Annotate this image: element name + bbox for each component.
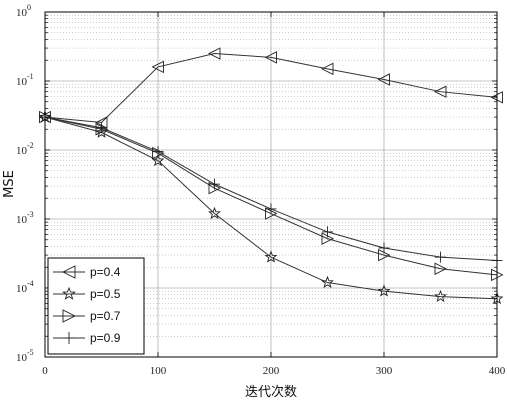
y-tick-exponent: -1 [27, 72, 34, 81]
y-tick-exponent: -3 [27, 210, 34, 219]
data-point-triangle-left [264, 51, 277, 64]
data-point-plus [152, 146, 164, 158]
series-line [44, 116, 498, 300]
y-tick-base: 10 [16, 145, 28, 157]
data-point-plus [435, 251, 446, 263]
data-point-triangle-right [62, 309, 77, 323]
y-tick-exponent: -2 [27, 141, 34, 150]
legend-label: p=0.5 [90, 287, 121, 301]
x-tick-label: 0 [42, 365, 48, 377]
series-p=0.9 [39, 111, 503, 267]
y-tick-base: 10 [16, 283, 28, 295]
data-point-triangle-right [434, 262, 448, 275]
y-tick-base: 10 [16, 352, 28, 364]
legend-label: p=0.9 [90, 331, 121, 345]
legend-item: p=0.9 [53, 331, 121, 345]
data-point-plus [265, 203, 277, 215]
y-tick-label: 10 -4 [16, 279, 34, 295]
x-tick-label: 200 [263, 365, 280, 377]
data-point-plus [378, 242, 390, 254]
y-tick-exponent: 0 [27, 3, 31, 12]
x-tick-label: 400 [489, 365, 506, 377]
legend-item: p=0.5 [53, 286, 121, 301]
data-point-star [208, 206, 221, 220]
data-point-plus [209, 178, 220, 190]
data-point-star [151, 153, 165, 167]
y-tick-base: 10 [16, 7, 28, 19]
y-tick-label: 10 -1 [16, 72, 34, 88]
data-point-triangle-left [433, 85, 447, 98]
data-point-triangle-left [61, 265, 76, 279]
data-point-triangle-left [320, 62, 334, 76]
y-tick-base: 10 [16, 214, 28, 226]
data-point-triangle-left [207, 47, 221, 60]
x-tick-label: 100 [150, 365, 167, 377]
data-point-star [321, 275, 334, 289]
y-tick-label: 10 -5 [16, 348, 34, 364]
y-tick-label: 10 0 [16, 3, 31, 19]
y-tick-base: 10 [16, 76, 28, 88]
legend-item: p=0.4 [53, 265, 121, 279]
legend-label: p=0.4 [90, 265, 121, 279]
data-point-star [434, 289, 447, 303]
x-tick-label: 300 [376, 365, 393, 377]
y-tick-label: 10 -3 [16, 210, 34, 226]
data-point-plus [96, 122, 107, 134]
axis-ticks: 10 010 -110 -210 -310 -410 -50 100 200 300 400 [16, 3, 506, 377]
legend-item: p=0.7 [53, 309, 121, 323]
legend-items: p=0.4 p=0.5 p=0.7 p=0.9 [53, 265, 121, 345]
data-point-triangle-left [151, 60, 164, 74]
y-tick-exponent: -5 [27, 348, 34, 357]
y-tick-label: 10 -2 [16, 141, 34, 157]
data-point-plus [63, 332, 75, 344]
data-point-star [377, 284, 391, 297]
data-point-triangle-left [377, 73, 390, 86]
legend-label: p=0.7 [90, 309, 121, 323]
data-point-star [264, 250, 278, 263]
data-point-star [62, 286, 76, 300]
legend: p=0.4 p=0.5 p=0.7 p=0.9 [47, 257, 145, 355]
y-tick-exponent: -4 [27, 279, 34, 288]
y-axis-label: MSE [2, 170, 17, 198]
data-point-plus [322, 226, 333, 238]
series-line [44, 53, 498, 124]
x-axis-label: 迭代次数 [245, 384, 297, 400]
